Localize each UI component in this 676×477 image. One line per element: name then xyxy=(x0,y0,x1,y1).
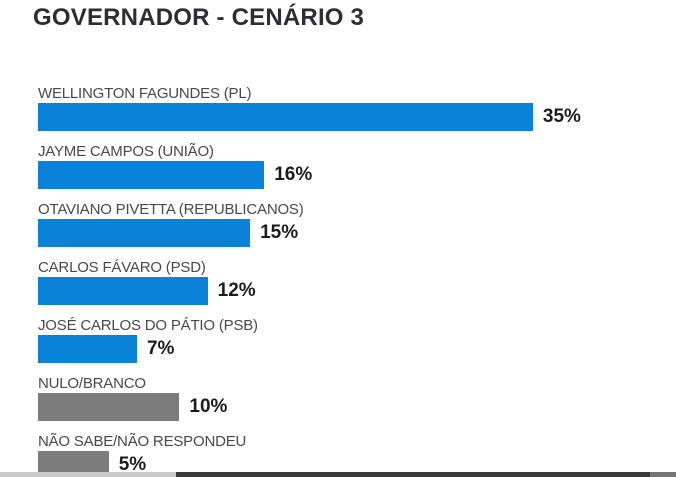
category-label: JOSÉ CARLOS DO PÁTIO (PSB) xyxy=(38,317,258,334)
divider-segment xyxy=(650,472,676,477)
bar-value-label: 5% xyxy=(118,454,147,475)
bar xyxy=(38,219,251,247)
chart-title: GOVERNADOR - CENÁRIO 3 xyxy=(33,4,365,31)
bar-line: 16% xyxy=(38,161,668,189)
bar-group: NULO/BRANCO 10% xyxy=(38,376,668,421)
bar-value-label: 35% xyxy=(542,106,581,127)
divider-segment xyxy=(0,472,176,477)
category-label: WELLINGTON FAGUNDES (PL) xyxy=(38,85,252,102)
bar-value-label: 15% xyxy=(260,222,299,243)
bar-value-label: 16% xyxy=(274,164,313,185)
bar-value-label: 7% xyxy=(146,338,175,359)
bar-value-label: 10% xyxy=(189,396,228,417)
bar-line: 35% xyxy=(38,103,668,131)
bar-group: WELLINGTON FAGUNDES (PL) 35% xyxy=(38,86,668,131)
bar-line: 7% xyxy=(38,335,668,363)
bar-group: NÃO SABE/NÃO RESPONDEU 5% xyxy=(38,434,668,477)
bar xyxy=(38,161,265,189)
category-label: NULO/BRANCO xyxy=(38,375,146,392)
category-label: OTAVIANO PIVETTA (REPUBLICANOS) xyxy=(38,201,304,218)
bar xyxy=(38,277,208,305)
category-label: JAYME CAMPOS (UNIÃO) xyxy=(38,143,214,160)
bar-line: 10% xyxy=(38,393,668,421)
bar-group: CARLOS FÁVARO (PSD) 12% xyxy=(38,260,668,305)
bar-line: 15% xyxy=(38,219,668,247)
bar-value-label: 12% xyxy=(217,280,256,301)
bar-group: JAYME CAMPOS (UNIÃO) 16% xyxy=(38,144,668,189)
bar-line: 12% xyxy=(38,277,668,305)
bar xyxy=(38,335,137,363)
bar-group: JOSÉ CARLOS DO PÁTIO (PSB) 7% xyxy=(38,318,668,363)
bar-rows: WELLINGTON FAGUNDES (PL) 35% JAYME CAMPO… xyxy=(38,86,668,477)
bar xyxy=(38,393,180,421)
bar-group: OTAVIANO PIVETTA (REPUBLICANOS) 15% xyxy=(38,202,668,247)
category-label: NÃO SABE/NÃO RESPONDEU xyxy=(38,433,247,450)
category-label: CARLOS FÁVARO (PSD) xyxy=(38,259,206,276)
bar xyxy=(38,103,533,131)
bottom-divider xyxy=(0,472,676,477)
divider-segment xyxy=(176,472,650,477)
